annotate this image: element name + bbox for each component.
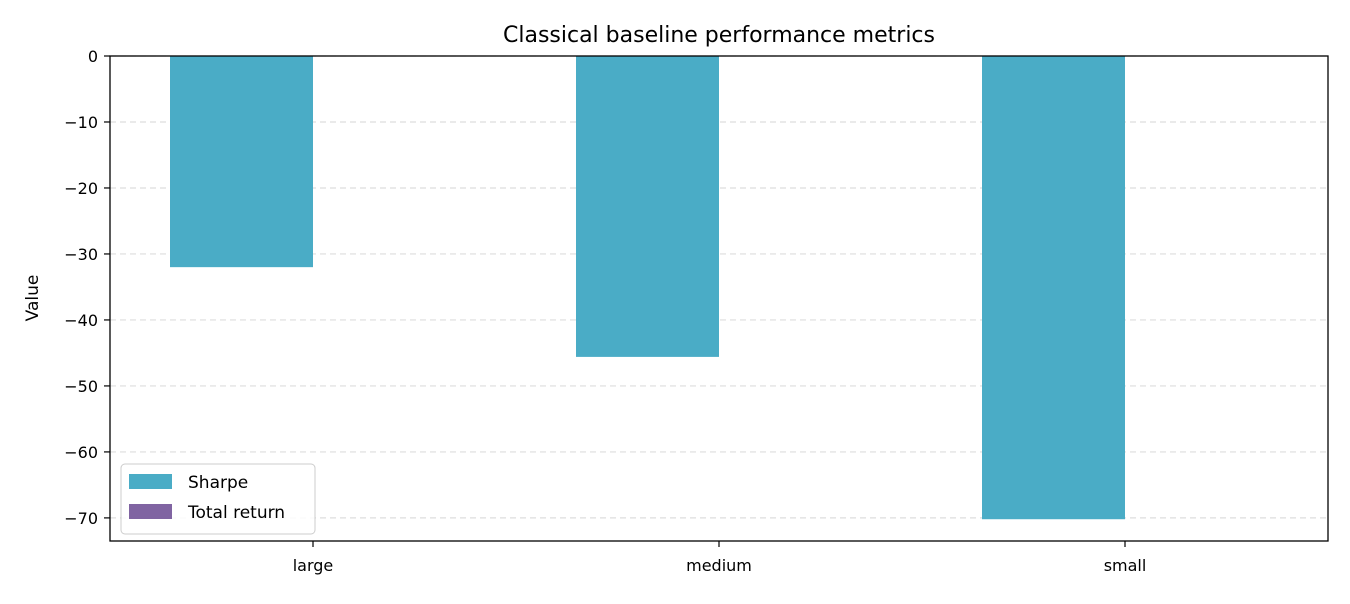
bar-sharpe-medium	[576, 56, 719, 357]
y-tick-label: −30	[64, 245, 98, 264]
bars	[170, 56, 1125, 520]
legend: Sharpe Total return	[120, 463, 316, 535]
legend-swatch	[129, 504, 172, 519]
y-axis-ticks: 0 −10 −20 −30 −40 −50 −60 −70	[64, 47, 110, 528]
y-tick-label: −40	[64, 311, 98, 330]
y-tick-label: −50	[64, 377, 98, 396]
y-tick-label: 0	[88, 47, 98, 66]
bar-sharpe-small	[982, 56, 1125, 520]
chart-title: Classical baseline performance metrics	[503, 23, 935, 48]
bar-sharpe-large	[170, 56, 313, 268]
legend-swatch	[129, 474, 172, 489]
y-tick-label: −60	[64, 443, 98, 462]
x-tick-label: small	[1104, 556, 1147, 575]
y-axis-label: Value	[23, 275, 43, 322]
y-tick-label: −20	[64, 179, 98, 198]
legend-label: Sharpe	[188, 473, 248, 493]
y-tick-label: −10	[64, 113, 98, 132]
legend-label: Total return	[187, 503, 285, 523]
y-tick-label: −70	[64, 509, 98, 528]
x-tick-label: medium	[686, 556, 752, 575]
x-tick-label: large	[293, 556, 334, 575]
x-axis-ticks: large medium small	[293, 541, 1147, 575]
